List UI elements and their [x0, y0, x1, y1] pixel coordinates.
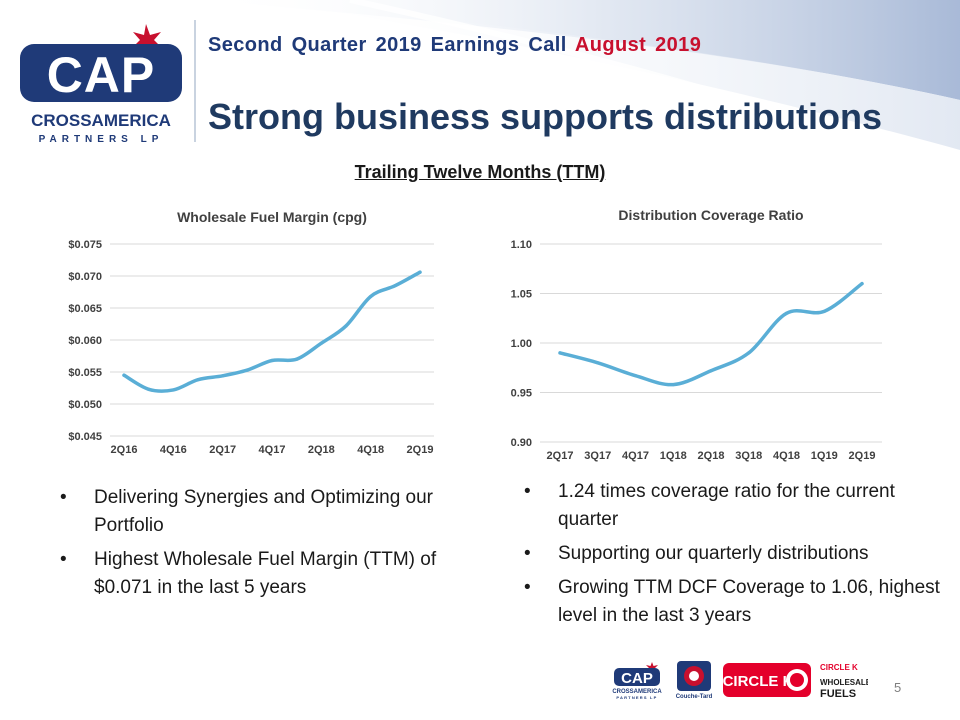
chart-title: Wholesale Fuel Margin (cpg): [177, 209, 367, 225]
y-tick-label: 1.10: [511, 239, 532, 251]
logo-name-line1: CROSSAMERICA: [31, 111, 171, 130]
y-tick-label: $0.075: [68, 239, 102, 251]
header-divider: [194, 20, 196, 142]
data-point: [270, 358, 274, 363]
x-tick-label: 2Q19: [407, 444, 434, 456]
data-point: [196, 378, 200, 382]
subheading-prefix: Second Quarter 2019 Earnings Call: [208, 34, 567, 56]
crossamerica-logo: CAP CROSSAMERICA PARTNERS LP: [20, 24, 182, 145]
x-tick-label: 2Q17: [547, 450, 574, 462]
x-tick-label: 3Q18: [735, 450, 762, 462]
data-point: [295, 357, 299, 361]
couche-tard-label: Couche-Tard: [676, 694, 713, 700]
logo-main-letters: CAP: [47, 47, 156, 103]
right-bullet-item: Growing TTM DCF Coverage to 1.06, highes…: [522, 574, 942, 630]
x-tick-label: 4Q17: [259, 444, 286, 456]
ttm-heading: Trailing Twelve Months (TTM): [354, 162, 606, 182]
data-point: [171, 388, 175, 392]
data-point: [596, 361, 600, 365]
chart-title: Distribution Coverage Ratio: [618, 207, 803, 223]
y-tick-label: $0.060: [68, 335, 102, 347]
wholesale-line2: FUELS: [820, 688, 856, 700]
footer-cap-name1: CROSSAMERICA: [612, 689, 662, 695]
distribution-coverage-chart: Distribution Coverage Ratio 0.90 0.95 1.00 1…: [480, 196, 900, 476]
x-tick-label: 2Q18: [308, 444, 335, 456]
x-tick-label: 4Q18: [773, 450, 800, 462]
circle-k-label: CIRCLE K: [723, 673, 794, 690]
x-tick-label: 4Q16: [160, 444, 187, 456]
left-bullet-item: Delivering Synergies and Optimizing our …: [58, 484, 478, 540]
right-bullet-list: 1.24 times coverage ratio for the curren…: [522, 478, 942, 636]
data-point: [558, 351, 562, 355]
x-tick-label: 2Q19: [849, 450, 876, 462]
y-tick-label: $0.055: [68, 367, 102, 379]
right-bullet-item: 1.24 times coverage ratio for the curren…: [522, 478, 942, 534]
y-tick-label: $0.045: [68, 431, 102, 443]
x-tick-label: 3Q17: [584, 450, 611, 462]
subheading-date: August 2019: [574, 34, 702, 56]
y-tick-label: 0.95: [511, 388, 532, 400]
data-point: [122, 373, 126, 377]
x-tick-label: 2Q18: [698, 450, 725, 462]
x-tick-label: 2Q16: [111, 444, 138, 456]
x-tick-label: 4Q18: [357, 444, 384, 456]
distribution-coverage-svg: Distribution Coverage Ratio 0.90 0.95 1.00 1…: [511, 207, 882, 462]
right-bullet-item: Supporting our quarterly distributions: [522, 540, 942, 568]
data-point: [369, 294, 373, 299]
x-tick-label: 1Q19: [811, 450, 838, 462]
y-tick-label: $0.050: [68, 399, 102, 411]
data-point: [393, 284, 397, 288]
y-tick-label: 1.00: [511, 338, 532, 350]
x-tick-label: 1Q18: [660, 450, 687, 462]
data-point: [860, 282, 864, 286]
x-tick-label: 4Q17: [622, 450, 649, 462]
y-tick-label: 1.05: [511, 289, 532, 301]
data-point: [147, 387, 151, 391]
data-point: [709, 369, 713, 373]
wholesale-fuels-logo: CIRCLE K WHOLESALE FUELS: [820, 663, 868, 700]
couche-tard-logo: Couche-Tard: [676, 661, 713, 700]
data-point: [344, 324, 348, 328]
data-point: [418, 270, 422, 274]
data-point: [319, 341, 323, 345]
data-point: [784, 311, 789, 315]
page-number: 5: [894, 680, 902, 695]
x-tick-label: 2Q17: [209, 444, 236, 456]
left-bullet-list: Delivering Synergies and Optimizing our …: [58, 484, 478, 608]
footer-cap-logo: CAP CROSSAMERICA PARTNERS LP: [612, 662, 662, 700]
footer-cap-name2: PARTNERS LP: [616, 695, 657, 700]
data-point: [245, 368, 249, 372]
wholesale-fuel-margin-svg: Wholesale Fuel Margin (cpg) $0.045 $0.050 $…: [68, 209, 434, 456]
data-point: [747, 351, 751, 355]
y-tick-label: $0.065: [68, 303, 102, 315]
data-point: [671, 382, 675, 387]
slide-title: Strong business supports distributions: [208, 96, 883, 137]
earnings-call-subheading: Second Quarter 2019 Earnings Call August…: [208, 34, 701, 57]
logo-name-line2: PARTNERS LP: [39, 134, 164, 145]
wholesale-brand: CIRCLE K: [820, 663, 858, 672]
series-line: [122, 270, 422, 393]
data-point: [221, 374, 225, 378]
circle-k-logo: CIRCLE K: [723, 663, 811, 697]
svg-text:CAP: CAP: [621, 670, 653, 687]
y-tick-label: 0.90: [511, 437, 532, 449]
left-bullet-item: Highest Wholesale Fuel Margin (TTM) of $…: [58, 546, 478, 602]
data-point: [633, 374, 638, 378]
y-tick-label: $0.070: [68, 271, 102, 283]
data-point: [822, 309, 826, 313]
wholesale-fuel-margin-chart: Wholesale Fuel Margin (cpg) $0.045 $0.050 $…: [40, 196, 460, 466]
wholesale-line1: WHOLESALE: [820, 678, 868, 687]
